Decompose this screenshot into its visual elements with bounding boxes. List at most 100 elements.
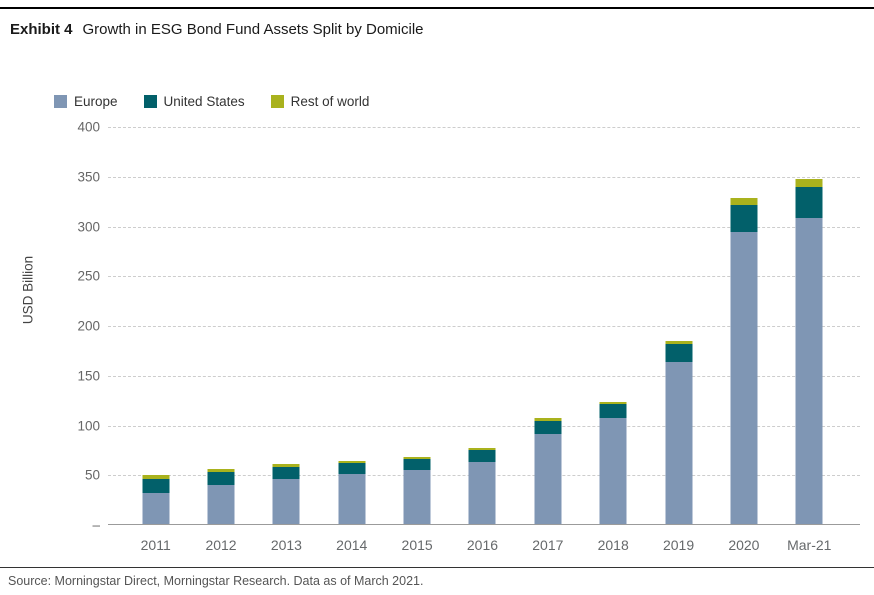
stacked-bar-2018: [599, 127, 627, 525]
bar-segment-rest-of-world: [534, 417, 562, 421]
bar-segment-rest-of-world: [338, 461, 366, 464]
bar-segment-united-states: [599, 403, 627, 418]
bar-segment-europe: [142, 493, 170, 525]
bar-segment-europe: [795, 217, 823, 525]
source-note: Source: Morningstar Direct, Morningstar …: [8, 574, 424, 588]
legend-label-united-states: United States: [163, 94, 245, 109]
bar-segment-europe: [730, 232, 758, 525]
bar-segment-united-states: [795, 186, 823, 218]
y-tick-label-300: 300: [77, 219, 100, 234]
x-tick-label-2012: 2012: [205, 537, 237, 553]
united-states-swatch-icon: [143, 95, 157, 108]
bar-segment-rest-of-world: [795, 178, 823, 187]
bar-cell-2012: [188, 127, 253, 525]
rest-of-world-swatch-icon: [270, 95, 284, 108]
bar-segment-united-states: [403, 459, 431, 471]
bar-segment-united-states: [534, 420, 562, 435]
source-rule: [0, 567, 874, 568]
bar-segment-europe: [534, 434, 562, 525]
y-tick-label-150: 150: [77, 368, 100, 384]
top-rule: [0, 7, 874, 9]
stacked-bar-Mar-21: [795, 127, 823, 525]
bar-cell-2017: [515, 127, 580, 525]
stacked-bar-2015: [403, 127, 431, 525]
bar-segment-europe: [599, 417, 627, 525]
bar-segment-united-states: [338, 463, 366, 475]
bar-segment-europe: [338, 474, 366, 525]
legend-item-united-states: United States: [143, 94, 245, 109]
x-tick-label-2014: 2014: [336, 537, 368, 553]
gridline-300: [108, 226, 860, 228]
bar-cell-2011: [123, 127, 188, 525]
chart-title: Exhibit 4 Growth in ESG Bond Fund Assets …: [10, 21, 424, 38]
x-tick-label-2011: 2011: [140, 537, 171, 553]
bar-cell-2013: [254, 127, 319, 525]
legend-item-rest-of-world: Rest of world: [270, 94, 370, 109]
y-tick-label-250: 250: [77, 268, 100, 284]
bar-segment-united-states: [207, 472, 235, 486]
legend-item-europe: Europe: [54, 94, 118, 109]
bar-segment-united-states: [665, 343, 693, 362]
x-tick-label-2015: 2015: [401, 537, 433, 553]
y-tick-label-400: 400: [77, 119, 100, 135]
bar-segment-united-states: [468, 450, 496, 463]
y-tick-label-–: –: [92, 517, 100, 533]
stacked-bar-2011: [142, 127, 170, 525]
europe-swatch-icon: [54, 95, 67, 108]
stacked-bar-2012: [207, 127, 235, 525]
bar-cell-2018: [581, 127, 646, 525]
bar-cell-2020: [711, 127, 776, 525]
exhibit-number: Exhibit 4: [10, 21, 73, 38]
stacked-bar-2017: [534, 127, 562, 525]
gridline-150: [108, 375, 860, 377]
bar-segment-united-states: [142, 479, 170, 494]
gridline-400: [108, 127, 860, 128]
bar-segment-europe: [665, 361, 693, 525]
bar-cell-2015: [384, 127, 449, 525]
y-tick-label-50: 50: [84, 467, 100, 483]
gridline-250: [108, 276, 860, 278]
stacked-bar-2016: [468, 127, 496, 525]
y-tick-label-200: 200: [77, 318, 100, 334]
x-tick-label-2020: 2020: [728, 537, 760, 553]
x-axis-tick-labels: 2011 2012 2013 2014 2015 2016 2017 2018 2019 2020…: [123, 537, 842, 553]
bar-segment-europe: [403, 470, 431, 525]
bar-segment-rest-of-world: [468, 448, 496, 451]
stacked-bar-2013: [272, 127, 300, 525]
bar-segment-united-states: [730, 204, 758, 233]
bar-segment-rest-of-world: [403, 457, 431, 460]
bar-segment-rest-of-world: [142, 475, 170, 480]
x-tick-label-2017: 2017: [532, 537, 564, 553]
gridline-350: [108, 176, 860, 178]
bars-row: [123, 127, 842, 525]
bar-cell-Mar-21: [777, 127, 842, 525]
x-tick-label-2018: 2018: [597, 537, 629, 553]
bar-segment-europe: [272, 479, 300, 525]
y-axis-tick-labels: 400 350 300 250 200 150 100 50 –: [0, 120, 100, 533]
y-tick-label-350: 350: [77, 169, 100, 185]
stacked-bar-2014: [338, 127, 366, 525]
bar-segment-rest-of-world: [730, 197, 758, 205]
x-tick-label-Mar-21: Mar-21: [787, 537, 832, 553]
bar-segment-united-states: [272, 467, 300, 480]
x-tick-label-2013: 2013: [270, 537, 302, 553]
gridline-100: [108, 425, 860, 427]
bar-segment-rest-of-world: [599, 401, 627, 404]
plot-area: [108, 127, 860, 525]
bar-segment-europe: [468, 462, 496, 525]
bar-cell-2019: [646, 127, 711, 525]
stacked-bar-2019: [665, 127, 693, 525]
gridline-200: [108, 326, 860, 327]
page-title: Growth in ESG Bond Fund Assets Split by …: [82, 21, 424, 38]
bar-segment-rest-of-world: [207, 469, 235, 473]
legend-label-europe: Europe: [74, 94, 118, 109]
x-axis-baseline: [108, 524, 860, 525]
bar-segment-rest-of-world: [272, 464, 300, 468]
x-tick-label-2016: 2016: [466, 537, 499, 553]
bar-segment-rest-of-world: [665, 340, 693, 344]
legend: Europe United States Rest of world: [54, 94, 369, 109]
stacked-bar-2020: [730, 127, 758, 525]
bar-cell-2014: [319, 127, 384, 525]
bar-cell-2016: [450, 127, 515, 525]
legend-label-rest-of-world: Rest of world: [290, 94, 370, 109]
